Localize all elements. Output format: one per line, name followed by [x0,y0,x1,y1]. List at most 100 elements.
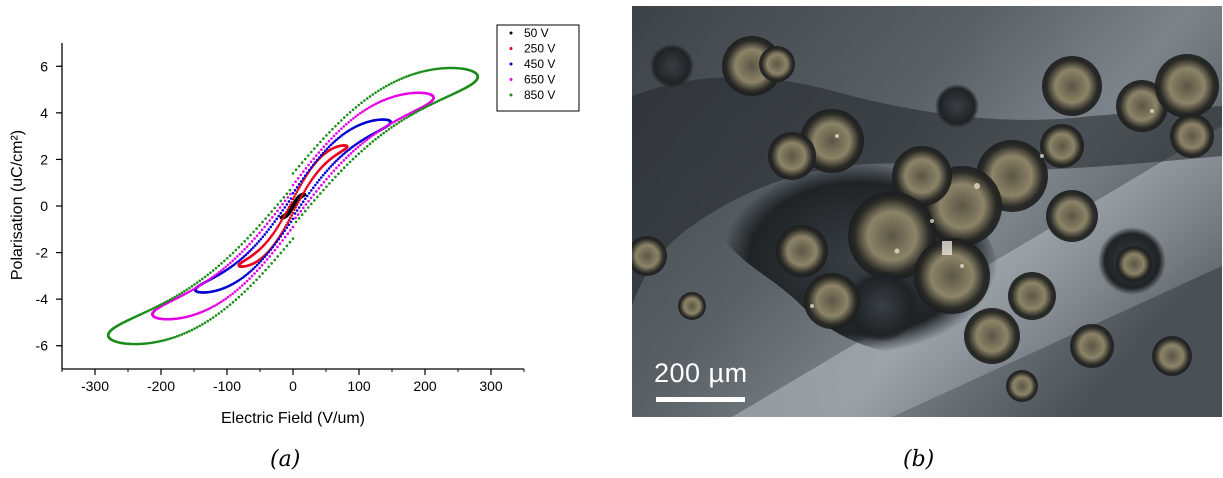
data-point [202,281,206,285]
data-point [296,201,300,204]
data-point [319,153,323,157]
x-tick-label: 200 [413,378,437,394]
data-point [238,252,242,256]
data-point [307,183,310,187]
data-point [392,124,396,127]
data-point [285,210,288,214]
data-point [183,332,186,335]
data-point [277,214,281,218]
data-point [231,259,234,263]
data-point [294,205,297,209]
data-point [384,125,388,129]
data-point [314,190,318,193]
data-point [271,223,274,226]
data-point [249,233,252,237]
data-point [384,129,388,133]
data-point [378,129,382,132]
data-point [219,300,223,304]
data-point [283,235,287,239]
data-point [334,124,337,128]
data-point [325,177,328,181]
data-point [206,273,210,277]
data-point [327,145,331,149]
data-point [407,115,411,118]
legend-box [496,24,580,112]
data-point [388,123,391,126]
data-point [329,165,333,168]
data-point [299,180,303,183]
data-point [276,245,279,249]
data-point [225,305,229,309]
data-point [333,140,336,143]
data-point [423,69,427,73]
data-point [263,261,266,264]
data-point [290,214,293,217]
data-point [288,240,292,244]
data-point [332,169,336,172]
data-point [164,338,167,342]
data-point [162,301,165,305]
data-point [204,308,208,312]
data-point [175,294,179,297]
data-point [405,75,408,78]
data-point [402,117,406,121]
data-point [367,106,371,109]
data-point [294,220,298,224]
data-point [379,87,383,91]
data-point [200,310,204,314]
data-point [285,223,288,227]
data-point [267,265,270,269]
data-point [252,281,255,285]
data-point [344,151,347,154]
data-point [195,326,199,329]
data-point [231,292,234,295]
legend-label: 650 V [524,73,555,87]
data-point [220,310,223,313]
data-point [243,282,246,285]
data-point [246,287,249,291]
data-point [257,261,261,265]
data-point [185,288,189,291]
data-point [379,133,383,137]
data-point [335,138,338,142]
x-tick-label: -200 [147,378,175,394]
data-point [195,286,198,289]
data-point [334,175,337,179]
data-point [222,267,225,271]
data-point [263,225,266,229]
x-tick-label: -300 [81,378,109,394]
data-point [149,308,153,311]
data-point [275,217,279,221]
data-point [342,166,346,170]
data-point [253,272,256,275]
data-point [153,306,157,309]
data-point [344,123,348,126]
data-point [188,286,191,290]
legend-label: 850 V [524,88,555,102]
data-point [157,304,161,307]
data-point [427,68,431,72]
data-point [214,266,218,270]
data-point [255,242,259,245]
data-point [356,113,360,117]
data-point [358,143,362,147]
data-point [374,102,377,106]
data-point [242,275,246,278]
data-point [432,96,435,100]
data-point [248,270,251,274]
data-point [412,112,415,115]
data-point [390,82,393,85]
data-point [433,101,437,104]
data-point [370,135,373,138]
data-point [320,148,323,151]
scale-bar [656,397,745,402]
data-point [348,111,352,114]
data-point [376,135,380,139]
data-point [281,239,284,242]
data-point [405,116,408,120]
data-point [285,203,289,206]
data-point [317,178,321,182]
data-point [234,298,238,302]
data-point [296,213,300,216]
data-point [240,284,244,287]
